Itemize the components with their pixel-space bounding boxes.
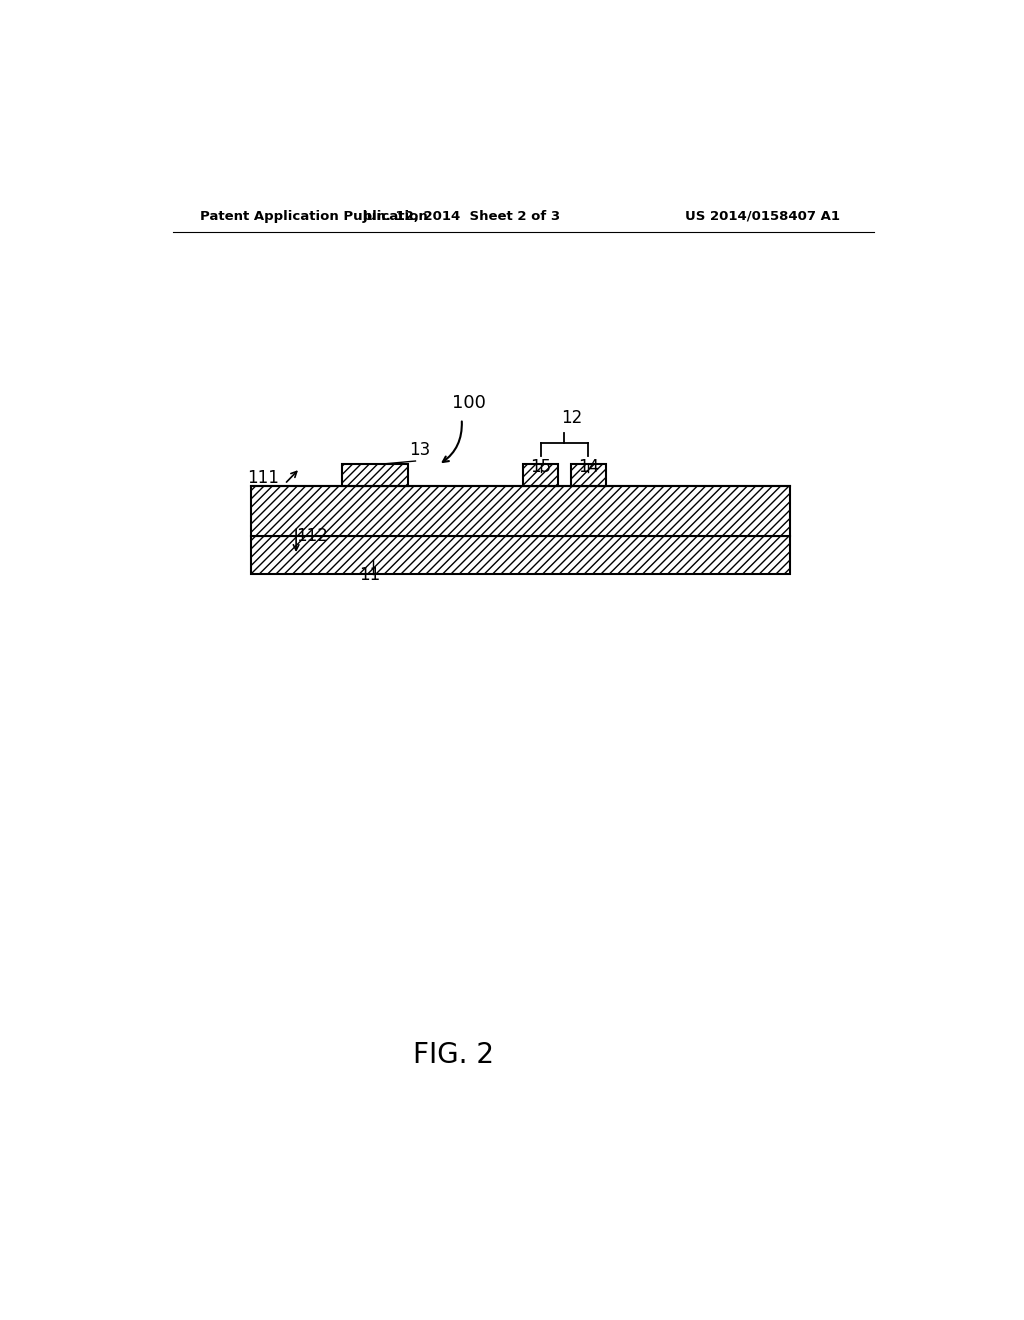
Text: 112: 112: [296, 527, 328, 545]
Text: 12: 12: [561, 409, 583, 428]
Bar: [342, 465, 408, 486]
Bar: [252, 536, 791, 574]
Bar: [252, 486, 791, 536]
Text: 15: 15: [530, 458, 551, 477]
Text: US 2014/0158407 A1: US 2014/0158407 A1: [685, 210, 840, 223]
Text: 14: 14: [578, 458, 599, 477]
Bar: [571, 465, 605, 486]
Bar: [523, 465, 558, 486]
Text: 11: 11: [358, 566, 380, 585]
Text: Patent Application Publication: Patent Application Publication: [200, 210, 428, 223]
Text: 111: 111: [247, 469, 280, 487]
Text: Jun. 12, 2014  Sheet 2 of 3: Jun. 12, 2014 Sheet 2 of 3: [362, 210, 561, 223]
Text: 13: 13: [409, 441, 430, 459]
Text: 100: 100: [453, 395, 486, 412]
Text: FIG. 2: FIG. 2: [414, 1041, 495, 1069]
